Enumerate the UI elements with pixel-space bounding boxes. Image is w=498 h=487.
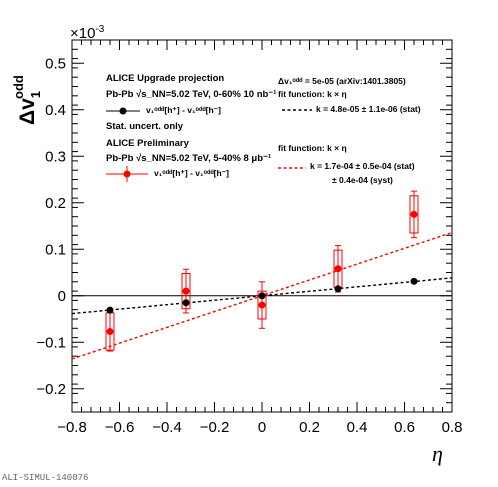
data-point-preliminary: [106, 328, 114, 336]
legend-prelim-fit-fn: fit function: k × η: [278, 143, 347, 153]
legend-upgrade-fit-fn: fit function: k × η: [278, 89, 347, 99]
x-tick-label: 0.2: [299, 419, 320, 436]
legend-prelim-system: Pb-Pb √s_NN=5.02 TeV, 5-40% 8 μb⁻¹: [106, 153, 272, 164]
y-axis-label: Δv1odd: [11, 75, 43, 125]
data-point-upgrade: [410, 277, 418, 285]
y-tick-label: 0.1: [45, 241, 66, 258]
watermark: ALI-SIMUL-140076: [2, 473, 89, 483]
stat-error-bars: [107, 190, 417, 352]
data-points: [106, 210, 418, 336]
data-point-upgrade: [106, 306, 114, 314]
y-axis-label-sub: 1: [28, 91, 43, 98]
y-tick-label: 0: [58, 288, 66, 305]
data-point-preliminary: [182, 287, 190, 295]
legend-marks: [106, 107, 312, 182]
x-axis-label: η: [432, 441, 443, 466]
legend-upgrade-fit-result: k = 4.8e-05 ± 1.1e-06 (stat): [316, 104, 421, 114]
legend-upgrade-entry: v₁ᵒᵈᵈ[h⁺] - v₁ᵒᵈᵈ[h⁻]: [146, 105, 221, 115]
y-tick-label: 0.2: [45, 195, 66, 212]
data-point-upgrade: [334, 285, 342, 293]
legend-prelim-entry: v₁ᵒᵈᵈ[h⁺] - v₁ᵒᵈᵈ[h⁻]: [154, 168, 229, 178]
data-point-upgrade: [182, 299, 190, 307]
x-tick-label: −0.8: [57, 419, 87, 436]
data-point-preliminary: [258, 301, 266, 309]
svg-text:Δv1odd: Δv1odd: [11, 75, 43, 125]
legend-prelim-fit-result: k = 1.7e-04 ± 0.5e-04 (stat): [310, 161, 415, 171]
data-point-upgrade: [258, 292, 266, 300]
legend-stat-only: Stat. uncert. only: [106, 121, 184, 132]
y-axis-label-sup: odd: [11, 75, 26, 99]
legend-upgrade-title: ALICE Upgrade projection: [106, 73, 225, 84]
legend-prelim-title: ALICE Preliminary: [106, 138, 189, 149]
y-axis-label-main: Δv: [16, 98, 39, 125]
legend-upgrade-marker: [119, 107, 127, 115]
y-tick-label: 0.3: [45, 148, 66, 165]
x-tick-label: 0.4: [347, 419, 368, 436]
legend-prelim-marker: [123, 170, 131, 178]
x-tick-label: 0: [258, 419, 266, 436]
data-point-preliminary: [334, 265, 342, 273]
y-tick-label: −0.1: [36, 334, 66, 351]
legend-prelim-fit-syst: ± 0.4e-04 (syst): [332, 175, 393, 185]
x-tick-label: 0.6: [394, 419, 415, 436]
y-tick-label: 0.4: [45, 102, 66, 119]
x-tick-label: −0.6: [105, 419, 135, 436]
x-tick-label: −0.4: [152, 419, 182, 436]
legend-upgrade-system: Pb-Pb √s_NN=5.02 TeV, 0-60% 10 nb⁻¹: [106, 89, 277, 100]
y-axis-multiplier: ×10-3: [70, 24, 105, 42]
data-point-preliminary: [410, 210, 418, 218]
axis-ticks: −0.8 −0.6 −0.4 −0.2 0 0.2 0.4 0.6 0.8 −0.2 −0.1 0 0.…: [36, 39, 463, 436]
y-tick-label: −0.2: [36, 381, 66, 398]
legend-upgrade-input: Δv₁ᵒᵈᵈ = 5e-05 (arXiv:1401.3805): [278, 76, 406, 86]
x-tick-label: −0.2: [200, 419, 230, 436]
y-tick-label: 0.5: [45, 55, 66, 72]
x-tick-label: 0.8: [442, 419, 463, 436]
